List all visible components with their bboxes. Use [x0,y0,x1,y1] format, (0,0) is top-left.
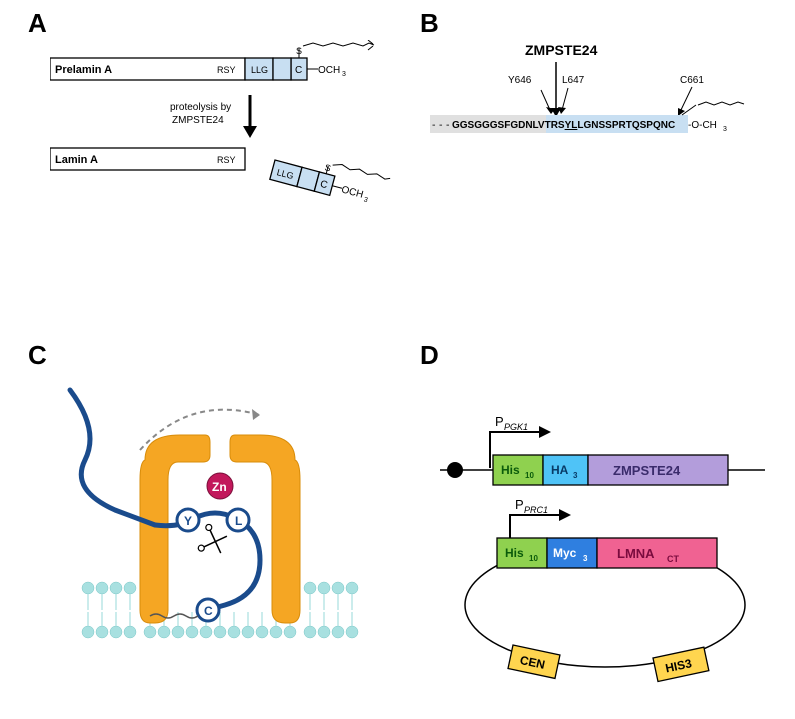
rsy-2: RSY [217,155,236,165]
panel-d-svg: P PGK1 His 10 HA 3 ZMPSTE24 P PRC1 His 1… [435,390,775,690]
l647: L647 [562,75,585,86]
pgk1-sub: PGK1 [504,422,528,432]
scissors-icon [197,524,228,558]
panel-b-svg: ZMPSTE24 Y646 L647 C661 - - - GGSGGGSFGD… [430,35,780,195]
prelamin-label: Prelamin A [55,64,112,76]
prc1-sub: PRC1 [524,505,548,515]
panel-a-label: A [28,8,47,39]
svg-text:OCH: OCH [340,184,364,200]
svg-text:Myc: Myc [553,546,577,560]
och3-1: OCH [318,65,340,76]
svg-text:3: 3 [723,126,727,133]
svg-text:His: His [505,546,524,560]
svg-text:LMNA: LMNA [617,546,655,561]
svg-text:3: 3 [573,471,578,480]
enzyme-barrel [140,435,300,623]
llg-1: LLG [251,65,268,75]
y-label: Y [184,514,192,528]
seq-text: GGSGGGSFGDNLVTRSYLLGNSSPRTQSPQNC [452,120,675,131]
panel-c-label: C [28,340,47,371]
rsy-1: RSY [217,65,236,75]
panel-a-svg: Prelamin A RSY LLG C OCH 3 S proteolysis… [50,40,410,240]
zn-label: Zn [212,480,227,494]
svg-text:10: 10 [529,554,538,563]
zmpste24-b: ZMPSTE24 [525,42,598,58]
lamin-label: Lamin A [55,154,98,166]
origin-dot [447,462,463,478]
zmpste24-d: ZMPSTE24 [613,463,681,478]
proteolysis-text: proteolysis by [170,102,231,113]
panel-c-svg: Zn Y L C [60,380,380,690]
c-label: C [204,604,213,618]
svg-text:3: 3 [363,196,369,204]
o-ch3: -O-CH [688,120,717,131]
svg-text:His: His [501,463,520,477]
p-prc1: P [515,497,524,512]
y646: Y646 [508,75,532,86]
p-pgk1: P [495,414,504,429]
svg-text:- - -: - - - [432,119,450,131]
svg-text:HA: HA [551,463,569,477]
svg-text:3: 3 [583,554,588,563]
och3-sub-1: 3 [342,71,346,78]
c-1: C [295,65,302,76]
svg-text:10: 10 [525,471,534,480]
svg-text:CT: CT [667,554,679,564]
zmpste24-a: ZMPSTE24 [172,115,224,126]
l-label: L [235,514,242,528]
c661: C661 [680,75,704,86]
panel-d-label: D [420,340,439,371]
